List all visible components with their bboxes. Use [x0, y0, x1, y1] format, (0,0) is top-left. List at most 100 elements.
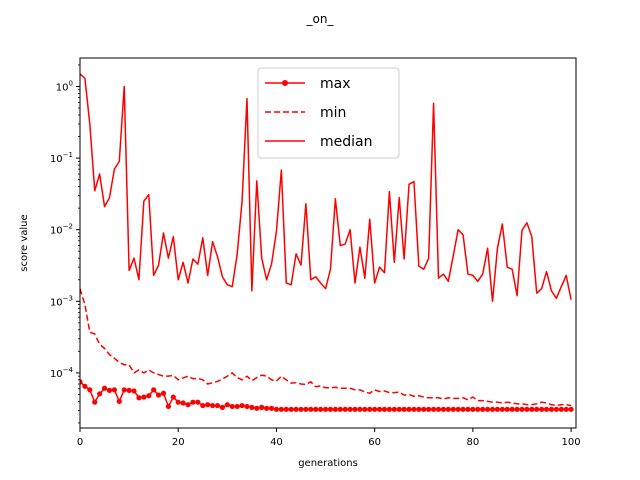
series-max-point [106, 387, 113, 393]
series-max-point [288, 406, 294, 412]
series-max-point [337, 406, 343, 412]
x-tick-label: 100 [562, 437, 581, 448]
series-max-point [470, 406, 476, 412]
series-max-point [219, 404, 226, 410]
series-max-point [170, 394, 176, 400]
series-max-point [548, 406, 555, 412]
series-max-point [519, 406, 525, 412]
series-max-point [239, 402, 245, 409]
series-max-point [460, 406, 466, 412]
series-max-point [386, 406, 392, 412]
x-tick-label: 0 [77, 437, 83, 448]
x-axis-label: generations [298, 458, 358, 469]
series-max-point [229, 403, 235, 410]
series-max-point [298, 406, 304, 412]
y-axis-label: score value [19, 214, 30, 271]
x-axis: 0 20 40 60 80 100 [77, 428, 581, 448]
series-max-point [205, 402, 211, 408]
series-median-line [80, 73, 572, 303]
series-max-point [200, 402, 206, 409]
series-max-point [465, 406, 471, 412]
series-max-point [539, 406, 545, 412]
series-max-point [406, 406, 412, 412]
series-max-point [347, 406, 353, 412]
series-max-point [273, 406, 280, 412]
chart-title: _on_ [306, 12, 335, 26]
series-max-point [435, 406, 442, 412]
series-max-point [504, 406, 510, 412]
series-max-point [190, 399, 196, 405]
series-max-point [244, 403, 250, 410]
series-max-point [185, 402, 191, 408]
y-axis: 10−4 10−3 10−2 10−1 100 [50, 64, 80, 424]
series-max-point [234, 403, 240, 410]
x-tick-label: 60 [368, 437, 381, 448]
series-max-point [101, 385, 108, 391]
series-max-point [327, 406, 334, 412]
series-max-point [214, 402, 221, 409]
y-tick-label: 10−2 [50, 223, 73, 237]
series-max-point [445, 406, 451, 412]
series-max-point [524, 406, 530, 412]
series-max-point [440, 406, 447, 412]
series-max-point [568, 406, 574, 412]
series-max-point [509, 406, 515, 412]
series-max-point [430, 406, 437, 412]
series-max-point [372, 406, 378, 412]
series-max-point [82, 383, 88, 389]
series-max-point [426, 406, 432, 412]
series-max-point [421, 406, 427, 412]
series-max-point [450, 406, 456, 412]
series-max-point [308, 406, 314, 412]
series-max-point [121, 387, 127, 393]
series-max-point [175, 399, 181, 405]
series-max-point [563, 406, 569, 412]
series-max-point [480, 406, 486, 412]
series-max-point [111, 387, 117, 393]
legend-max-label: max [320, 76, 351, 92]
series-max-point [97, 391, 103, 397]
y-tick-label: 10−1 [50, 151, 73, 165]
series-max-point [534, 406, 540, 412]
series-max-point [180, 400, 186, 406]
y-tick-label: 100 [56, 79, 73, 93]
series-max-point [455, 406, 461, 412]
series-max-point [126, 387, 132, 393]
series-max-point [87, 387, 93, 393]
series-max-point [146, 393, 152, 399]
series-max-point [151, 387, 157, 393]
series-max-point [283, 406, 289, 412]
series-max-point [332, 406, 338, 412]
x-tick-label: 20 [172, 437, 185, 448]
legend-box [257, 67, 400, 159]
series-max-point [494, 406, 501, 412]
series-max-point [254, 405, 260, 411]
series-max-point [514, 406, 520, 412]
x-tick-label: 40 [270, 437, 283, 448]
x-tick-label: 80 [467, 437, 480, 448]
series-max-point [141, 394, 147, 400]
legend-max-marker [282, 80, 288, 86]
legend-min-label: min [320, 105, 346, 121]
legend-median-label: median [320, 134, 372, 150]
series-max-point [155, 392, 162, 398]
series-max-point [195, 399, 201, 405]
series-max-point [529, 406, 535, 412]
series-min-line [80, 288, 572, 407]
series-max-point [362, 406, 368, 412]
series-max-point [558, 406, 564, 412]
series-max-point [293, 406, 299, 412]
series-max-point [543, 406, 550, 412]
series-max-point [116, 398, 122, 404]
series-max-point [376, 406, 383, 412]
series-max-point [268, 405, 275, 411]
series-max-point [401, 406, 407, 412]
series-max-point [416, 406, 422, 412]
series-max-point [249, 404, 255, 410]
series-max-point [165, 403, 171, 410]
series-max-point [342, 406, 348, 412]
series-max-point [367, 406, 373, 412]
series-max-point [259, 404, 265, 410]
y-tick-label: 10−3 [50, 294, 73, 308]
